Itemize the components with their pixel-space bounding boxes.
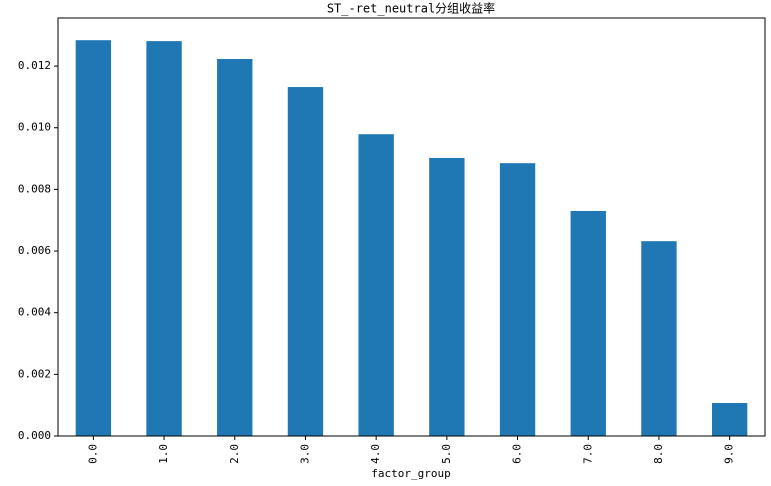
y-tick-label: 0.002 [18,367,51,380]
bar [358,134,394,436]
bar [499,163,536,437]
bar [287,87,324,437]
y-tick-label: 0.010 [18,121,51,134]
x-tick-label: 9.0 [723,444,736,464]
chart-title: ST_-ret_neutral分组收益率 [327,1,495,16]
x-tick-label: 3.0 [298,444,311,464]
x-tick-label: 7.0 [581,444,594,464]
bar [641,241,677,436]
bar [570,210,606,436]
bar [711,403,748,436]
plot-frame [57,17,766,437]
x-tick-label: 0.0 [86,444,99,464]
y-tick-label: 0.008 [18,182,51,195]
x-tick-label: 2.0 [228,444,241,464]
x-tick-label: 5.0 [440,444,453,464]
y-tick-label: 0.004 [18,306,51,319]
bar [217,58,253,436]
bar [75,40,112,436]
y-tick-label: 0.006 [18,244,51,257]
x-tick-label: 8.0 [652,444,665,464]
x-tick-label: 1.0 [157,444,170,464]
x-axis-label: factor_group [371,467,450,480]
y-tick-label: 0.012 [18,59,51,72]
x-tick-label: 6.0 [511,444,524,464]
bar [146,41,182,436]
x-tick-label: 4.0 [369,444,382,464]
bar [429,157,465,436]
y-tick-label: 0.000 [18,429,51,442]
